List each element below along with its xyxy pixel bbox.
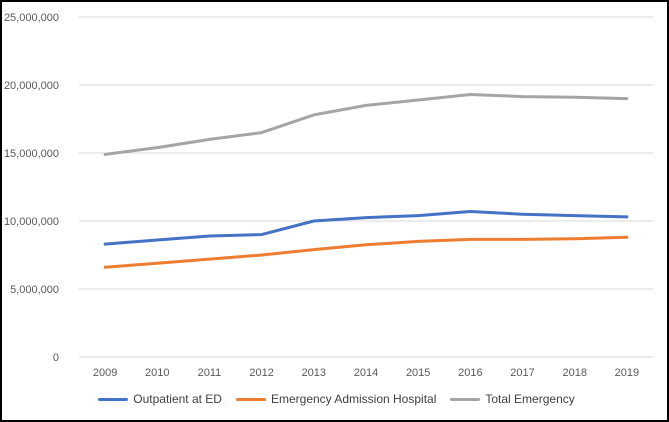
series-line-total-emergency — [103, 93, 629, 156]
y-axis-tick-label: 25,000,000 — [4, 12, 59, 24]
legend-line-swatch-outpatient-at-ed — [98, 397, 129, 401]
x-axis-tick-label: 2016 — [458, 367, 482, 379]
x-axis-tick-label: 2011 — [198, 367, 222, 379]
legend-item-emergency-admission-hospital: Emergency Admission Hospital — [235, 392, 437, 406]
chart-legend: Outpatient at ED Emergency Admission Hosp… — [2, 392, 667, 406]
x-axis-tick-label: 2018 — [562, 367, 586, 379]
legend-label-outpatient-at-ed: Outpatient at ED — [133, 392, 222, 406]
x-axis-tick-label: 2012 — [249, 367, 273, 379]
x-axis-tick-label: 2013 — [302, 367, 326, 379]
x-axis-tick-label: 2014 — [354, 367, 378, 379]
y-axis-tick-label: 10,000,000 — [4, 216, 59, 228]
x-axis-tick-label: 2009 — [93, 367, 117, 379]
legend-item-total-emergency: Total Emergency — [450, 392, 575, 406]
series-line-outpatient-at-ed — [103, 210, 629, 246]
legend-label-total-emergency: Total Emergency — [485, 392, 575, 406]
series-line-emergency-admission-hospital — [103, 235, 629, 269]
y-axis-tick-label: 0 — [53, 352, 59, 364]
y-axis-tick-label: 5,000,000 — [10, 284, 59, 296]
legend-line-swatch-total-emergency — [450, 397, 481, 401]
x-axis-tick-label: 2010 — [145, 367, 169, 379]
legend-line-swatch-emergency-admission-hospital — [235, 397, 266, 401]
y-axis-tick-label: 15,000,000 — [4, 148, 59, 160]
x-axis-tick-label: 2017 — [510, 367, 534, 379]
legend-label-emergency-admission-hospital: Emergency Admission Hospital — [270, 392, 437, 406]
y-axis-tick-label: 20,000,000 — [4, 80, 59, 92]
x-axis-tick-label: 2019 — [615, 367, 639, 379]
x-axis-tick-label: 2015 — [406, 367, 430, 379]
legend-item-outpatient-at-ed: Outpatient at ED — [98, 392, 222, 406]
